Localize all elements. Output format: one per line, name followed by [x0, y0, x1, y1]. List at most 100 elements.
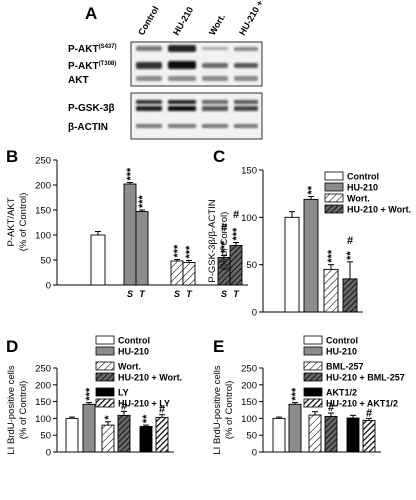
- legend-label-hu-210: HU-210: [326, 347, 357, 357]
- band-label-pakt-t308: P-AKT(T308): [68, 61, 116, 72]
- significance-stars: ***: [290, 387, 302, 401]
- x-sublabel: S: [127, 289, 133, 299]
- legend-label-ly: LY: [118, 388, 129, 398]
- lane-label-wort: Wort.: [207, 12, 227, 37]
- y-tick-label: 50: [40, 431, 51, 442]
- significance-hash: #: [366, 407, 372, 419]
- legend-label-akt1-2: AKT1/2: [326, 388, 357, 398]
- legend-label-hu-210: HU-210: [118, 347, 149, 357]
- y-axis-label-line: (% of Control): [18, 193, 29, 252]
- legend-swatch-wort: [324, 193, 344, 203]
- significance-hash: #: [159, 404, 165, 416]
- bar-wort: [182, 262, 196, 286]
- band-pakt-s437-wort: [202, 47, 228, 50]
- legend-swatch-control: [303, 335, 323, 345]
- legend-label-control: Control: [118, 336, 150, 346]
- legend-label-hu-210: HU-210: [347, 183, 378, 193]
- significance-hash: #: [221, 222, 227, 234]
- legend-label-control: Control: [326, 336, 358, 346]
- bar-hu-210: [123, 183, 137, 286]
- lane-label-hu210-wort: HU-210 + Wort.: [237, 0, 278, 37]
- band-label-beta-actin: β-ACTIN: [68, 122, 108, 133]
- y-tick-label: 250: [35, 156, 51, 167]
- y-axis-label-b: P-AKT/AKT(% of Control): [6, 193, 29, 252]
- significance-stars: ***: [219, 240, 231, 254]
- legend-label-wort: Wort.: [118, 362, 141, 372]
- legend-label-wort: Wort.: [347, 194, 370, 204]
- bar-wort: [170, 260, 184, 286]
- legend-swatch-hu-210-wort: [324, 204, 344, 214]
- bar-hu-210-bml-257: [324, 415, 338, 453]
- legend-swatch-hu-210-ly: [95, 398, 115, 408]
- bar-wort: [323, 268, 339, 313]
- legend-swatch-hu-210-wort: [95, 372, 115, 382]
- legend-swatch-hu-210-bml-257: [303, 372, 323, 382]
- bar-ly: [139, 426, 153, 453]
- significance-hash: #: [233, 209, 239, 221]
- significance-hash: #: [328, 402, 334, 414]
- band-akt-hu210-wort: [234, 76, 258, 81]
- y-tick-label: 50: [246, 431, 257, 442]
- legend-swatch-wort: [95, 361, 115, 371]
- blot-lower-frame: [130, 92, 263, 140]
- bar-hu-210: [82, 403, 96, 453]
- band-pgsk-lower-control: [136, 106, 162, 111]
- y-tick-label: 0: [252, 308, 257, 319]
- y-axis-label-line: (% of Control): [219, 212, 230, 271]
- legend-swatch-hu-210: [324, 182, 344, 192]
- y-tick-label: 100: [35, 414, 51, 425]
- band-pgsk-upper-wort: [202, 100, 228, 104]
- bar-hu-210: [303, 198, 319, 313]
- legend-label-hu-210-ly: HU-210 + LY: [118, 399, 170, 409]
- legend-label-control: Control: [347, 172, 379, 182]
- bar-hu-210-wort: [117, 414, 131, 453]
- chart-panel-d: 0 50 100 150 200 250 LI BrdU-positive cells(% …: [6, 336, 182, 459]
- band-pakt-t308-hu210-wort: [234, 63, 258, 68]
- y-tick-label: 50: [40, 256, 51, 267]
- legend-swatch-hu-210-akt1-2: [303, 398, 323, 408]
- y-tick-label: 100: [241, 414, 257, 425]
- legend-swatch-ly: [95, 387, 115, 397]
- bar-akt1-2: [346, 417, 360, 453]
- panel-letter-a: A: [85, 4, 97, 23]
- y-tick-label: 0: [252, 448, 257, 459]
- significance-stars: ***: [137, 194, 149, 208]
- significance-hash: #: [121, 400, 127, 412]
- band-pakt-t308-hu210: [168, 61, 196, 69]
- significance-stars: *: [103, 415, 115, 420]
- legend-label-hu-210-akt1-2: HU-210 + AKT1/2: [326, 399, 398, 409]
- band-akt-hu210: [168, 76, 196, 81]
- band-pgsk-upper-control: [136, 100, 162, 104]
- y-tick-label: 250: [241, 364, 257, 375]
- y-tick-label: 150: [241, 166, 257, 177]
- y-tick-label: 150: [241, 397, 257, 408]
- y-axis-label-c: P-GSK-3β/β-ACTIN(% of Control): [207, 199, 230, 282]
- band-pakt-s437-control: [136, 46, 162, 51]
- band-pgsk-lower-hu210-wort: [234, 106, 258, 111]
- y-tick-label: 100: [35, 231, 51, 242]
- band-pakt-t308-control: [136, 62, 162, 69]
- y-axis-label-line: (% of Control): [224, 381, 235, 440]
- bar-hu-210-wort: [229, 245, 243, 286]
- significance-stars: ***: [326, 249, 338, 263]
- significance-stars: ***: [84, 387, 96, 401]
- panel-letter-e: E: [213, 337, 224, 356]
- bar-control: [272, 417, 286, 453]
- significance-hash: #: [347, 235, 353, 247]
- x-sublabel: T: [233, 289, 240, 299]
- chart-panel-e: 0 50 100 150 200 250 LI BrdU-positive cells(% …: [212, 336, 405, 459]
- bar-hu-210-akt1-2: [362, 419, 376, 453]
- y-tick-label: 200: [241, 380, 257, 391]
- significance-stars: **: [345, 251, 357, 260]
- significance-stars: ***: [184, 245, 196, 259]
- lane-label-hu210: HU-210: [171, 5, 195, 37]
- y-tick-label: 200: [35, 380, 51, 391]
- y-axis-label-e: LI BrdU-positive cells(% of Control): [212, 365, 235, 454]
- band-label-pgsk3b: P-GSK-3β: [68, 103, 115, 114]
- bar-hu-210-ly: [155, 416, 169, 453]
- band-actin-control: [136, 124, 162, 128]
- band-pgsk-lower-hu210: [168, 106, 196, 111]
- y-axis-label-line: (% of Control): [18, 381, 29, 440]
- blot-bands: [136, 45, 258, 128]
